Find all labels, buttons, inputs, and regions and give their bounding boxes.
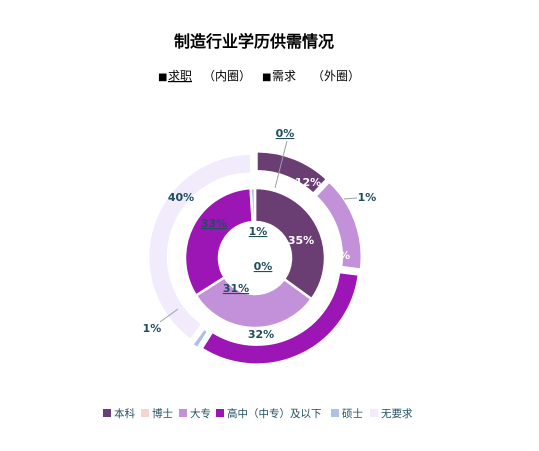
data-label-outer-0: 12% xyxy=(295,176,321,189)
legend-swatch-0 xyxy=(103,409,111,417)
slice-outer-5 xyxy=(146,152,253,342)
leader-line-0pct xyxy=(274,140,288,189)
legend-label-2: 大专 xyxy=(190,407,211,420)
data-label-callout-1pct: 1% xyxy=(358,191,377,204)
data-label-inner-0: 35% xyxy=(288,234,314,247)
subtitle-marker-1: ■ xyxy=(262,72,271,83)
legend-label-3: 高中（中专）及以下 xyxy=(227,407,322,420)
leader-line-1pct-right xyxy=(343,197,358,200)
legend-label-0: 本科 xyxy=(114,407,135,420)
subtitle-note-0: （内圈） xyxy=(203,69,251,83)
legend-swatch-2 xyxy=(179,409,187,417)
legend-label-1: 博士 xyxy=(152,407,173,420)
data-label-outer-4: 1% xyxy=(143,322,162,335)
legend-swatch-4 xyxy=(331,409,339,417)
legend-label-5: 无要求 xyxy=(381,408,413,420)
legend-swatch-1 xyxy=(141,409,149,417)
data-label-outer-2: 15% xyxy=(324,249,350,262)
slice-inner-2 xyxy=(194,275,314,330)
subtitle-label-1: 需求 xyxy=(272,69,296,83)
data-label-outer-1: 0% xyxy=(276,127,295,140)
slice-outer-2 xyxy=(313,179,363,271)
slice-outer-3 xyxy=(199,270,361,366)
subtitle-note-1: （外圈） xyxy=(312,69,360,83)
slice-inner-3 xyxy=(183,186,255,298)
slice-outer-4 xyxy=(190,326,211,350)
data-label-outer-5: 40% xyxy=(168,191,194,204)
subtitle-label-0: 求职 xyxy=(168,69,192,83)
chart-title: 制造行业学历供需情况 xyxy=(174,32,334,51)
subtitle-marker-0: ■ xyxy=(158,72,167,83)
data-label-inner-3: 33% xyxy=(201,217,227,230)
legend-swatch-5 xyxy=(370,409,378,417)
legend-swatch-3 xyxy=(216,409,224,417)
slice-inner-4 xyxy=(249,186,257,224)
data-label-inner-2: 31% xyxy=(223,282,249,295)
data-label-outer-3: 32% xyxy=(248,328,274,341)
legend-label-4: 硕士 xyxy=(342,407,363,420)
leader-line-1pct-left xyxy=(159,308,179,323)
slice-outer-0 xyxy=(255,150,329,196)
data-label-inner-1: 0% xyxy=(254,260,273,273)
slice-inner-0 xyxy=(253,186,327,301)
data-label-inner-4: 1% xyxy=(249,225,268,238)
